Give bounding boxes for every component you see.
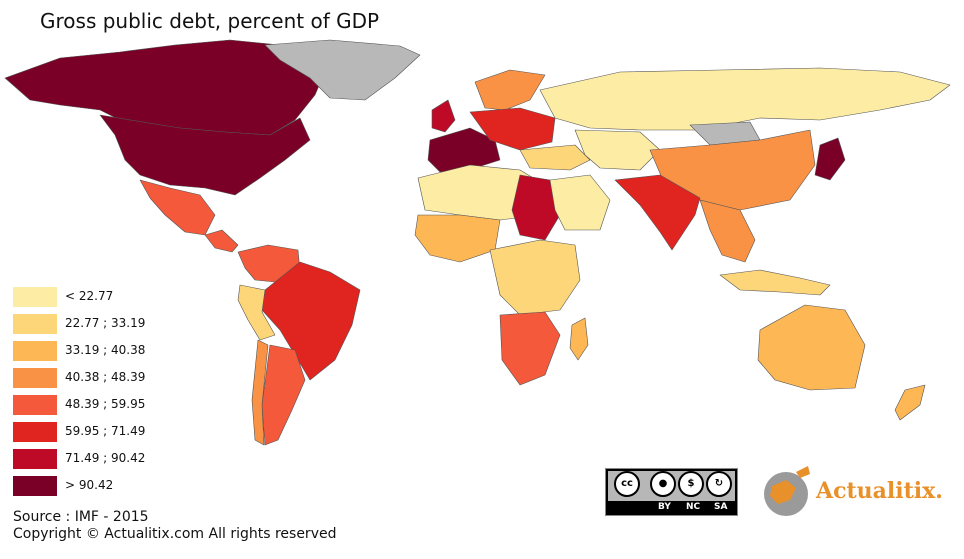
legend-item: > 90.42	[13, 476, 193, 496]
brand-logo[interactable]: Actualitix.	[760, 460, 960, 520]
region-canada	[4, 39, 331, 136]
region-chile	[251, 339, 269, 446]
legend-swatch	[13, 287, 57, 307]
legend-item: 59.95 ; 71.49	[13, 422, 193, 442]
region-peru	[237, 284, 276, 341]
region-australia	[757, 304, 866, 391]
legend-label: < 22.77	[65, 289, 114, 303]
region-russia	[539, 67, 951, 131]
region-west-africa	[414, 214, 501, 263]
region-central-africa	[489, 239, 581, 316]
region-uk	[431, 99, 456, 133]
legend-label: 59.95 ; 71.49	[65, 424, 146, 438]
region-scandinavia	[474, 69, 546, 111]
region-western-europe	[427, 127, 501, 173]
region-mexico	[139, 179, 216, 236]
cc-sa-label: SA	[714, 502, 728, 512]
region-japan	[814, 137, 846, 181]
region-central-asia	[574, 129, 661, 171]
legend-item: 40.38 ; 48.39	[13, 368, 193, 388]
source-note: Source : IMF - 2015	[13, 509, 149, 525]
region-turkey	[519, 144, 591, 171]
copyright-note: Copyright © Actualitix.com All rights re…	[13, 526, 337, 542]
legend-item: 22.77 ; 33.19	[13, 314, 193, 334]
cc-by-label: BY	[658, 502, 671, 512]
brand-dot: .	[935, 478, 943, 504]
cc-nc-label: NC	[686, 502, 701, 512]
legend-swatch	[13, 341, 57, 361]
attribution-icon: ●	[650, 471, 676, 497]
legend-label: > 90.42	[65, 478, 114, 492]
region-arabia	[549, 174, 611, 231]
region-argentina	[261, 344, 306, 446]
region-southern-africa	[499, 311, 561, 386]
legend-swatch	[13, 476, 57, 496]
region-central-america	[204, 229, 239, 253]
legend-swatch	[13, 314, 57, 334]
legend-label: 40.38 ; 48.39	[65, 370, 146, 384]
region-india	[614, 174, 701, 251]
sharealike-icon: ↻	[706, 471, 732, 497]
legend-item: 33.19 ; 40.38	[13, 341, 193, 361]
region-indonesia	[719, 269, 831, 296]
legend-swatch	[13, 395, 57, 415]
globe-icon	[764, 466, 810, 516]
map-title: Gross public debt, percent of GDP	[40, 9, 380, 33]
region-brazil	[261, 261, 361, 381]
legend-swatch	[13, 449, 57, 469]
cc-license-badge[interactable]: cc ● $ ↻ BY NC SA	[605, 468, 738, 516]
region-usa	[99, 114, 311, 196]
region-se-asia	[699, 199, 756, 263]
legend-item: 71.49 ; 90.42	[13, 449, 193, 469]
legend-label: 33.19 ; 40.38	[65, 343, 146, 357]
region-madagascar	[569, 317, 589, 361]
legend-item: 48.39 ; 59.95	[13, 395, 193, 415]
legend-swatch	[13, 422, 57, 442]
noncommercial-icon: $	[678, 471, 704, 497]
region-greenland	[264, 39, 421, 101]
brand-name: Actualitix	[816, 478, 936, 504]
region-central-europe	[469, 107, 556, 151]
legend-label: 48.39 ; 59.95	[65, 397, 146, 411]
legend-swatch	[13, 368, 57, 388]
legend-label: 22.77 ; 33.19	[65, 316, 146, 330]
legend-item: < 22.77	[13, 287, 193, 307]
legend-label: 71.49 ; 90.42	[65, 451, 146, 465]
cc-icon: cc	[614, 471, 640, 497]
region-new-zealand	[894, 384, 926, 421]
